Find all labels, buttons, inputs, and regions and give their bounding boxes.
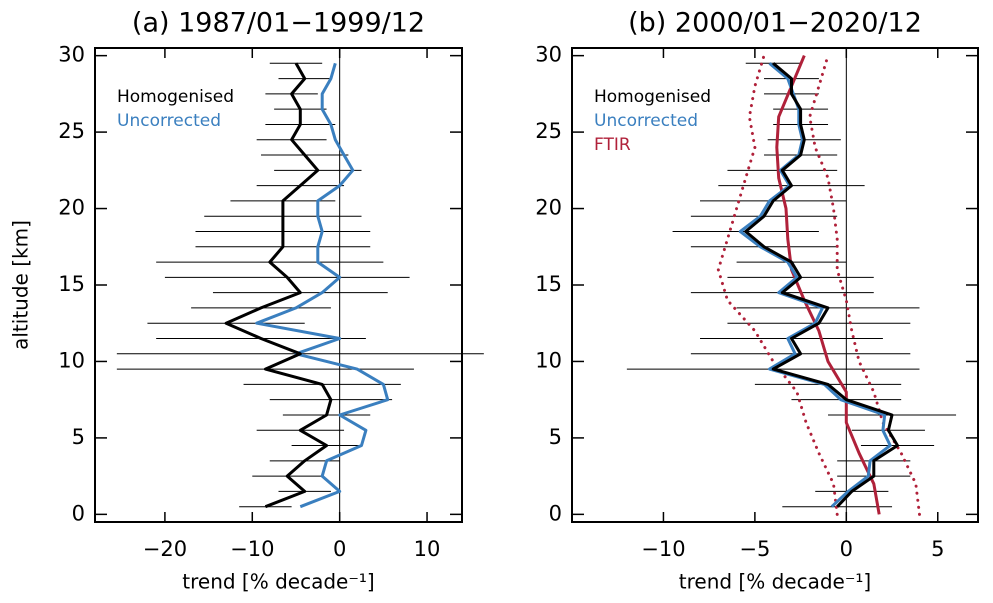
- x-tick-label: −5: [739, 537, 770, 561]
- x-tick-label: −10: [641, 537, 685, 561]
- legend-entry: Homogenised: [594, 87, 711, 107]
- x-axis-label: trend [% decade⁻¹]: [679, 570, 871, 594]
- legend-entry: Uncorrected: [594, 111, 698, 131]
- y-tick-label: 20: [535, 196, 562, 220]
- y-tick-label: 25: [535, 119, 562, 143]
- x-tick-label: 5: [931, 537, 944, 561]
- series-line: [738, 62, 892, 508]
- panel-title: (b) 2000/01−2020/12: [628, 8, 922, 39]
- y-axis-label: altitude [km]: [9, 220, 33, 350]
- series-line: [255, 62, 390, 509]
- x-tick-label: −10: [230, 537, 274, 561]
- y-tick-label: 10: [535, 348, 562, 372]
- y-tick-label: 0: [72, 501, 85, 525]
- lower-bound: [716, 54, 839, 516]
- y-tick-label: 5: [549, 425, 562, 449]
- y-tick-label: 30: [535, 43, 562, 67]
- panel-title: (a) 1987/01−1999/12: [132, 8, 425, 39]
- x-tick-label: −20: [143, 537, 187, 561]
- x-axis-label: trend [% decade⁻¹]: [182, 570, 374, 594]
- legend-entry: Uncorrected: [117, 111, 221, 131]
- legend-entry: Homogenised: [117, 87, 234, 107]
- series-line: [775, 55, 881, 515]
- legend-entry: FTIR: [594, 135, 631, 155]
- y-tick-label: 15: [535, 272, 562, 296]
- plot-frame: [571, 47, 979, 523]
- panel: (a) 1987/01−1999/12 trend [% decade⁻¹] alt…: [9, 8, 484, 594]
- series-line: [744, 62, 899, 508]
- panel: (b) 2000/01−2020/12 trend [% decade⁻¹] −10…: [535, 8, 979, 594]
- x-tick-label: 0: [840, 537, 853, 561]
- y-tick-label: 20: [58, 196, 85, 220]
- y-tick-label: 10: [58, 348, 85, 372]
- plot-frame: [94, 47, 463, 523]
- y-tick-label: 15: [58, 272, 85, 296]
- x-tick-label: 0: [333, 537, 346, 561]
- y-tick-label: 5: [72, 425, 85, 449]
- y-tick-label: 30: [58, 43, 85, 67]
- series-line: [224, 62, 333, 509]
- y-tick-label: 25: [58, 119, 85, 143]
- y-tick-label: 0: [549, 501, 562, 525]
- x-tick-label: 10: [414, 537, 441, 561]
